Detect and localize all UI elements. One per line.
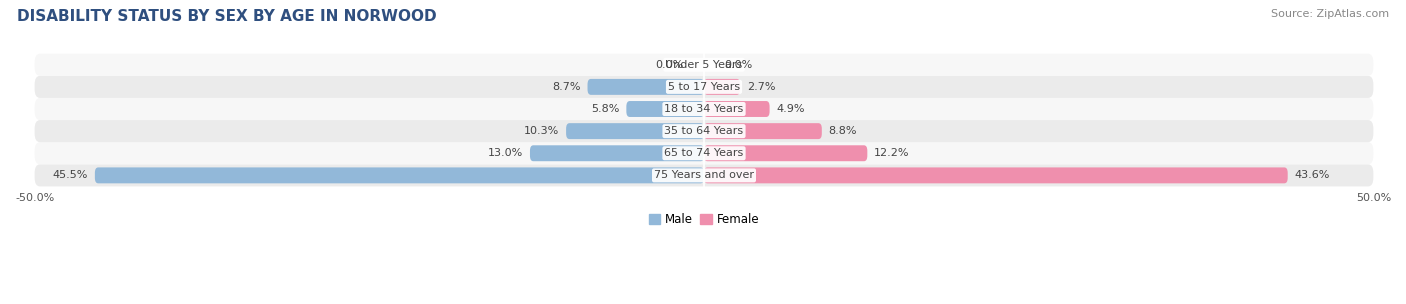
FancyBboxPatch shape: [704, 145, 868, 161]
Text: 13.0%: 13.0%: [488, 148, 523, 158]
Legend: Male, Female: Male, Female: [644, 208, 763, 231]
FancyBboxPatch shape: [704, 79, 740, 95]
Text: 75 Years and over: 75 Years and over: [654, 170, 754, 180]
Text: 0.0%: 0.0%: [655, 60, 683, 70]
Text: 4.9%: 4.9%: [776, 104, 804, 114]
Text: 10.3%: 10.3%: [524, 126, 560, 136]
FancyBboxPatch shape: [704, 168, 1288, 183]
FancyBboxPatch shape: [626, 101, 704, 117]
FancyBboxPatch shape: [35, 98, 1374, 120]
FancyBboxPatch shape: [35, 54, 1374, 76]
Text: 8.7%: 8.7%: [553, 82, 581, 92]
Text: DISABILITY STATUS BY SEX BY AGE IN NORWOOD: DISABILITY STATUS BY SEX BY AGE IN NORWO…: [17, 9, 436, 24]
FancyBboxPatch shape: [35, 120, 1374, 142]
Text: 12.2%: 12.2%: [875, 148, 910, 158]
Text: 18 to 34 Years: 18 to 34 Years: [665, 104, 744, 114]
Text: 43.6%: 43.6%: [1295, 170, 1330, 180]
Text: 5.8%: 5.8%: [592, 104, 620, 114]
Text: 45.5%: 45.5%: [53, 170, 89, 180]
Text: 2.7%: 2.7%: [747, 82, 775, 92]
FancyBboxPatch shape: [567, 123, 704, 139]
FancyBboxPatch shape: [530, 145, 704, 161]
FancyBboxPatch shape: [704, 101, 769, 117]
FancyBboxPatch shape: [35, 142, 1374, 164]
Text: Source: ZipAtlas.com: Source: ZipAtlas.com: [1271, 9, 1389, 19]
Text: 8.8%: 8.8%: [828, 126, 858, 136]
FancyBboxPatch shape: [704, 123, 823, 139]
Text: Under 5 Years: Under 5 Years: [665, 60, 742, 70]
FancyBboxPatch shape: [588, 79, 704, 95]
Text: 5 to 17 Years: 5 to 17 Years: [668, 82, 740, 92]
FancyBboxPatch shape: [35, 164, 1374, 186]
FancyBboxPatch shape: [35, 76, 1374, 98]
Text: 65 to 74 Years: 65 to 74 Years: [665, 148, 744, 158]
FancyBboxPatch shape: [94, 168, 704, 183]
Text: 35 to 64 Years: 35 to 64 Years: [665, 126, 744, 136]
Text: 0.0%: 0.0%: [724, 60, 752, 70]
